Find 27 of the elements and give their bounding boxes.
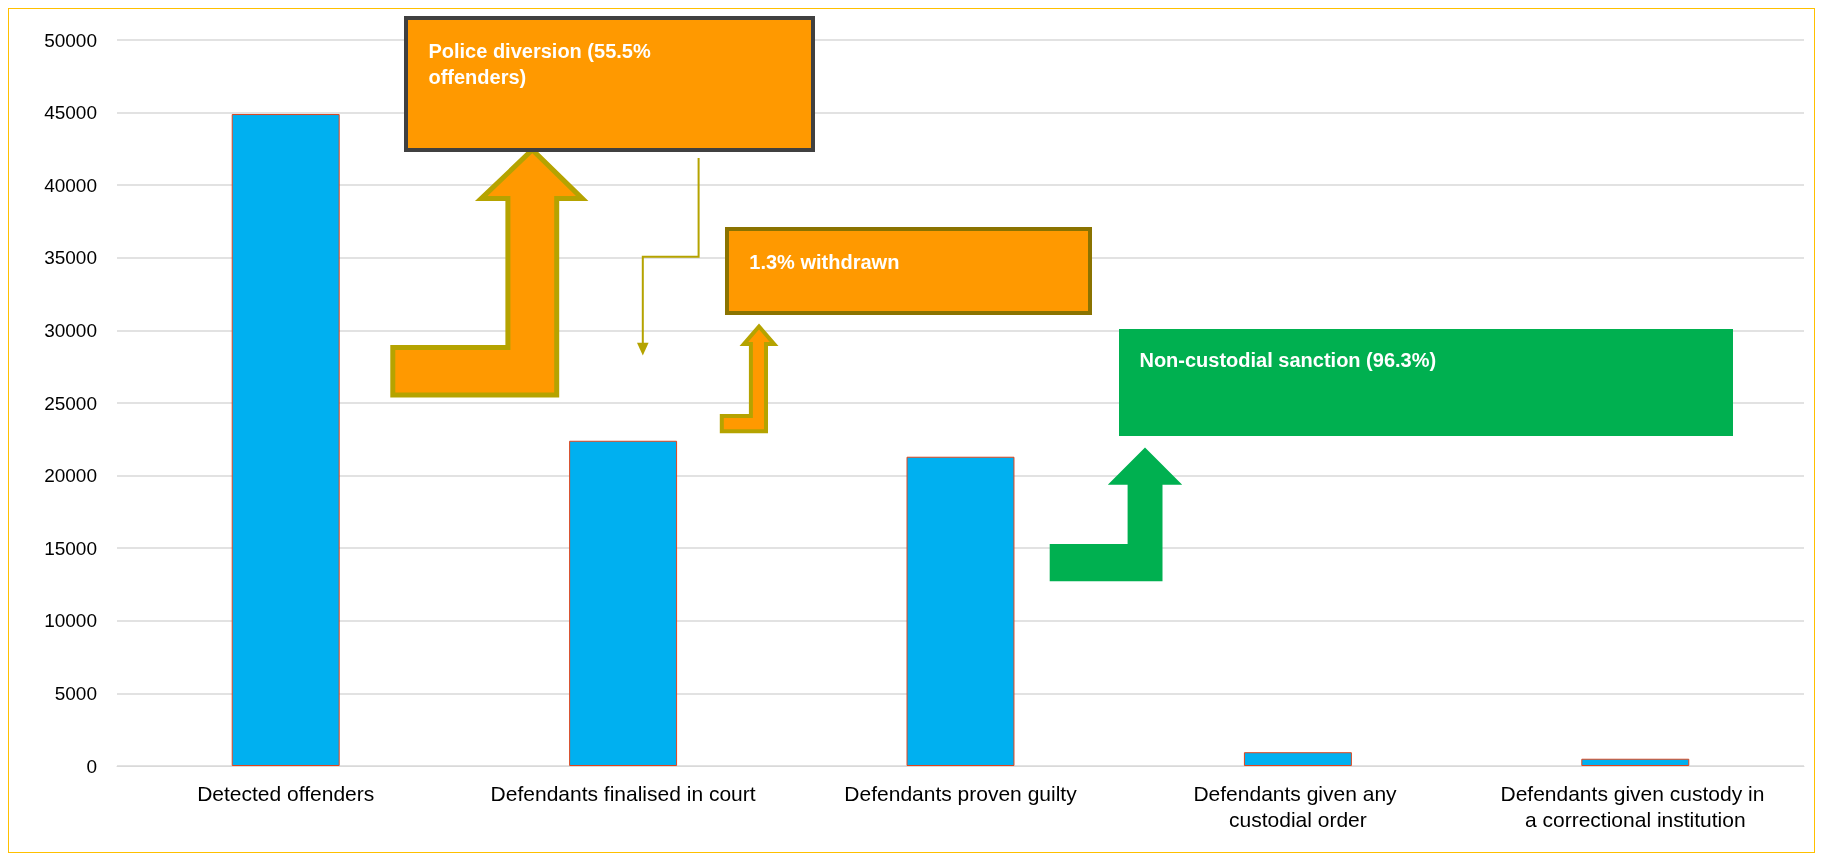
y-tick-label: 5000 bbox=[54, 682, 97, 704]
x-tick-label: Detected offenders bbox=[197, 781, 375, 805]
x-tick-label: Defendants given any custodial order bbox=[1193, 781, 1403, 831]
y-tick-label: 40000 bbox=[44, 174, 97, 196]
y-tick-label: 35000 bbox=[44, 247, 97, 269]
y-tick-label: 20000 bbox=[44, 465, 97, 487]
annotation: 1.3% withdrawn bbox=[749, 249, 900, 275]
bar bbox=[906, 456, 1015, 766]
callout-box: Police diversion (55.5% offenders) bbox=[404, 16, 815, 153]
callout-box: Non-custodial sanction (96.3%) bbox=[1119, 328, 1734, 436]
bar bbox=[1243, 752, 1352, 766]
y-tick-label: 30000 bbox=[44, 319, 97, 341]
y-tick-label: 15000 bbox=[44, 537, 97, 559]
annotation: Non-custodial sanction (96.3%) bbox=[1139, 347, 1437, 373]
bar bbox=[231, 114, 340, 766]
x-tick-label: Defendants finalised in court bbox=[490, 781, 756, 805]
y-tick-label: 45000 bbox=[44, 102, 97, 124]
y-tick-label: 50000 bbox=[44, 29, 97, 51]
x-tick-label: Defendants given custody in a correctional institution bbox=[1500, 781, 1771, 831]
y-tick-label: 25000 bbox=[44, 392, 97, 414]
y-tick-label: 10000 bbox=[44, 610, 97, 632]
y-tick-label: 0 bbox=[86, 755, 97, 777]
callout-box: 1.3% withdrawn bbox=[725, 226, 1092, 315]
annotation: Police diversion (55.5% offenders) bbox=[428, 39, 652, 91]
x-tick-label: Defendants proven guilty bbox=[844, 781, 1078, 805]
bar bbox=[569, 440, 678, 766]
bar bbox=[1581, 758, 1690, 766]
